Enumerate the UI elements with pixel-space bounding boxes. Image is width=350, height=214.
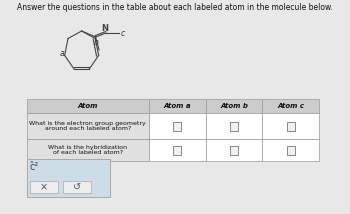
Text: What is the electron group geometry
around each labeled atom?: What is the electron group geometry arou… — [29, 121, 146, 131]
Text: Atom c: Atom c — [277, 103, 304, 109]
Bar — [287, 146, 295, 155]
Bar — [27, 99, 149, 113]
Text: Answer the questions in the table about each labeled atom in the molecule below.: Answer the questions in the table about … — [17, 3, 333, 12]
Text: What is the hybridization
of each labeled atom?: What is the hybridization of each labele… — [48, 145, 127, 155]
Bar — [205, 139, 262, 161]
Bar — [262, 113, 319, 139]
Text: N: N — [102, 24, 109, 33]
Bar — [287, 122, 295, 131]
Bar — [63, 181, 91, 193]
Bar — [27, 113, 149, 139]
Text: ↺: ↺ — [73, 182, 81, 192]
Bar — [230, 146, 238, 155]
Text: Atom a: Atom a — [163, 103, 191, 109]
Text: Atom: Atom — [78, 103, 98, 109]
Bar — [173, 146, 181, 155]
Text: ×: × — [40, 182, 48, 192]
Bar — [173, 122, 181, 131]
Bar — [205, 113, 262, 139]
Bar — [27, 159, 110, 197]
Bar — [230, 122, 238, 131]
Text: a: a — [60, 49, 64, 58]
Bar — [149, 113, 205, 139]
Bar — [149, 139, 205, 161]
Text: Atom b: Atom b — [220, 103, 248, 109]
Bar — [27, 139, 149, 161]
Bar — [262, 139, 319, 161]
Text: c: c — [120, 28, 125, 37]
Bar — [262, 99, 319, 113]
Text: ĉ²: ĉ² — [29, 162, 38, 172]
Bar — [205, 99, 262, 113]
Bar — [30, 181, 58, 193]
Bar — [149, 99, 205, 113]
Text: b: b — [94, 37, 99, 46]
